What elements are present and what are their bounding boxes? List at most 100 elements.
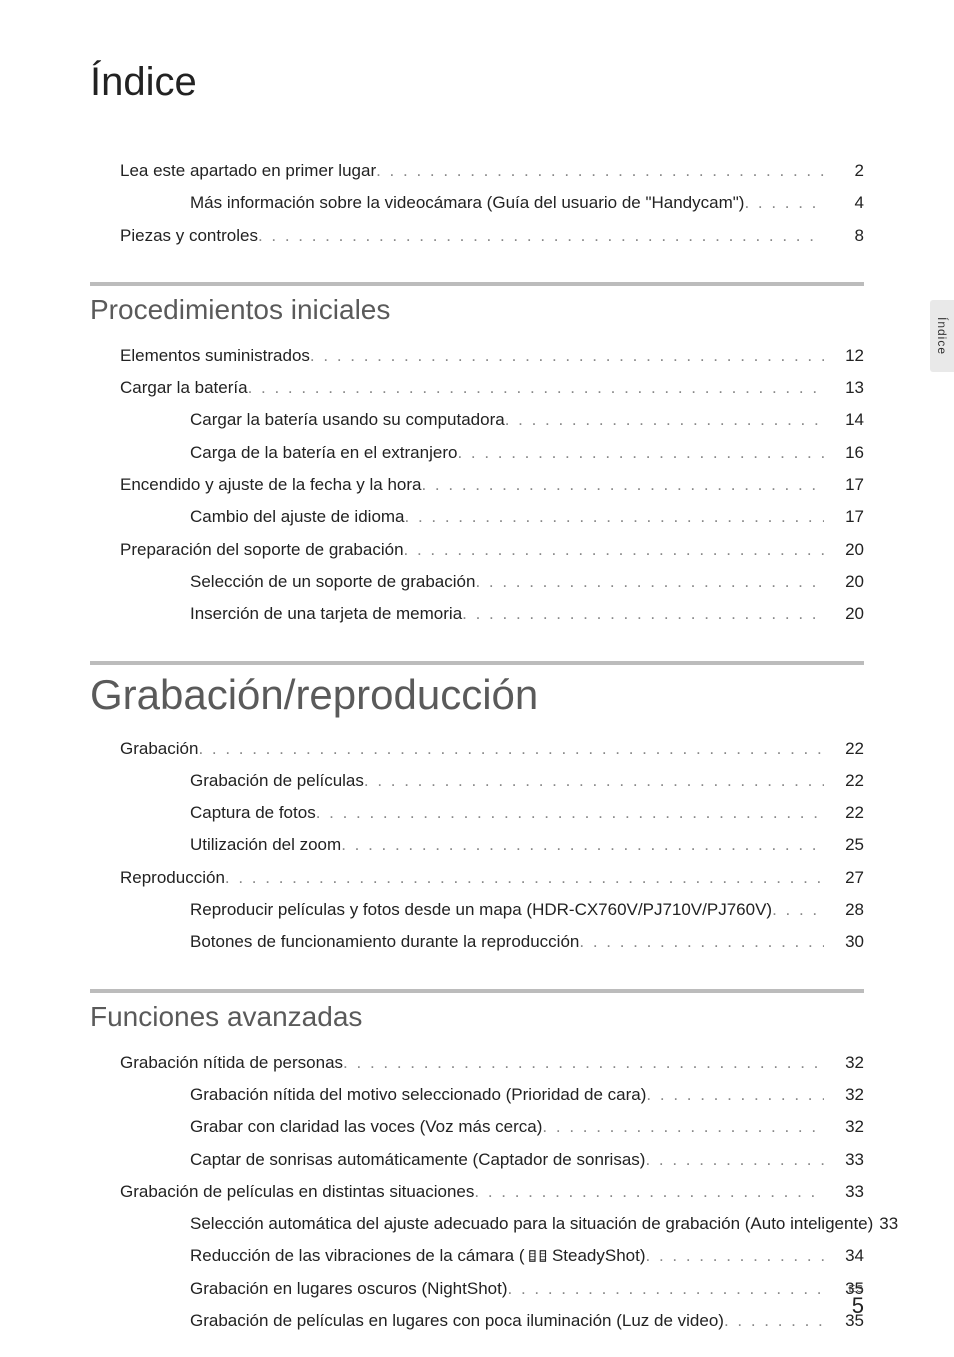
- toc-label: Captura de fotos: [190, 797, 316, 829]
- toc-row[interactable]: Cargar la batería usando su computadora …: [90, 404, 864, 436]
- toc-label: Reproducción: [120, 862, 225, 894]
- toc-label: Grabación de películas en distintas situ…: [120, 1176, 474, 1208]
- toc-page: 16: [824, 437, 864, 469]
- toc-label: Grabación de películas: [190, 765, 364, 797]
- toc-row[interactable]: Lea este apartado en primer lugar 2: [90, 155, 864, 187]
- toc-page: 25: [824, 829, 864, 861]
- steadyshot-icon: [529, 1250, 547, 1262]
- toc-row[interactable]: Selección automática del ajuste adecuado…: [90, 1208, 864, 1240]
- toc-page: 30: [824, 926, 864, 958]
- page-title: Índice: [90, 60, 864, 105]
- toc-leader: [316, 797, 824, 829]
- toc-row[interactable]: Preparación del soporte de grabación 20: [90, 534, 864, 566]
- section-heading: Procedimientos iniciales: [90, 282, 864, 326]
- toc-row[interactable]: Grabar con claridad las voces (Voz más c…: [90, 1111, 864, 1143]
- toc-leader: [772, 894, 824, 926]
- toc-leader: [421, 469, 824, 501]
- toc-label: Grabar con claridad las voces (Voz más c…: [190, 1111, 542, 1143]
- toc-row[interactable]: Cambio del ajuste de idioma 17: [90, 501, 864, 533]
- toc-label: Captar de sonrisas automáticamente (Capt…: [190, 1144, 645, 1176]
- toc-leader: [364, 765, 824, 797]
- toc-row[interactable]: Inserción de una tarjeta de memoria 20: [90, 598, 864, 630]
- toc-row[interactable]: Grabación de películas 22: [90, 765, 864, 797]
- toc-leader: [744, 187, 824, 219]
- toc-label: Selección automática del ajuste adecuado…: [190, 1208, 873, 1240]
- toc-label: Utilización del zoom: [190, 829, 341, 861]
- toc-leader: [225, 862, 824, 894]
- toc-row[interactable]: Grabación nítida de personas 32: [90, 1047, 864, 1079]
- toc-row[interactable]: Reproducción 27: [90, 862, 864, 894]
- toc-row[interactable]: Más información sobre la videocámara (Gu…: [90, 187, 864, 219]
- toc-row[interactable]: Reducción de las vibraciones de la cámar…: [90, 1240, 864, 1272]
- toc-label: Cargar la batería usando su computadora: [190, 404, 505, 436]
- toc-page: 32: [824, 1111, 864, 1143]
- toc-label: Lea este apartado en primer lugar: [120, 155, 376, 187]
- toc-row[interactable]: Grabación en lugares oscuros (NightShot)…: [90, 1273, 864, 1305]
- toc-label: Reproducir películas y fotos desde un ma…: [190, 894, 772, 926]
- toc-label: Reducción de las vibraciones de la cámar…: [190, 1240, 646, 1272]
- footer-page-number: 5: [849, 1295, 864, 1317]
- toc-row[interactable]: Cargar la batería 13: [90, 372, 864, 404]
- toc-leader: [579, 926, 824, 958]
- toc-leader: [341, 829, 824, 861]
- toc-label: Grabación de películas en lugares con po…: [190, 1305, 724, 1337]
- toc-row[interactable]: Grabación nítida del motivo seleccionado…: [90, 1079, 864, 1111]
- toc-label: Grabación en lugares oscuros (NightShot): [190, 1273, 508, 1305]
- toc-leader: [310, 340, 824, 372]
- toc-page: 33: [824, 1176, 864, 1208]
- toc-page: 4: [824, 187, 864, 219]
- toc-row[interactable]: Utilización del zoom 25: [90, 829, 864, 861]
- toc-section-block: Grabación nítida de personas 32Grabación…: [90, 1047, 864, 1338]
- toc-row[interactable]: Piezas y controles 8: [90, 220, 864, 252]
- toc-page: 33: [873, 1208, 898, 1240]
- page: Índice Lea este apartado en primer lugar…: [0, 0, 954, 1357]
- toc-page: 22: [824, 765, 864, 797]
- toc-row[interactable]: Grabación de películas en lugares con po…: [90, 1305, 864, 1337]
- toc-intro: Lea este apartado en primer lugar 2Más i…: [90, 155, 864, 252]
- toc-label: Preparación del soporte de grabación: [120, 534, 404, 566]
- toc-page: 20: [824, 598, 864, 630]
- toc-page: 28: [824, 894, 864, 926]
- toc-row[interactable]: Captura de fotos 22: [90, 797, 864, 829]
- toc-label: Cargar la batería: [120, 372, 248, 404]
- section-heading: Grabación/reproducción: [90, 661, 864, 719]
- toc-page: 14: [824, 404, 864, 436]
- toc-label: Inserción de una tarjeta de memoria: [190, 598, 462, 630]
- toc-row[interactable]: Encendido y ajuste de la fecha y la hora…: [90, 469, 864, 501]
- toc-row[interactable]: Elementos suministrados 12: [90, 340, 864, 372]
- toc-leader: [474, 1176, 824, 1208]
- toc-leader: [724, 1305, 824, 1337]
- toc-leader: [404, 534, 824, 566]
- toc-row[interactable]: Botones de funcionamiento durante la rep…: [90, 926, 864, 958]
- toc-label: Carga de la batería en el extranjero: [190, 437, 457, 469]
- toc-row[interactable]: Selección de un soporte de grabación 20: [90, 566, 864, 598]
- toc-page: 22: [824, 733, 864, 765]
- toc-label: Botones de funcionamiento durante la rep…: [190, 926, 579, 958]
- toc-leader: [646, 1079, 824, 1111]
- toc-row[interactable]: Captar de sonrisas automáticamente (Capt…: [90, 1144, 864, 1176]
- toc-page: 17: [824, 469, 864, 501]
- toc-row[interactable]: Grabación 22: [90, 733, 864, 765]
- toc-page: 34: [824, 1240, 864, 1272]
- toc-page: 32: [824, 1079, 864, 1111]
- toc-page: 12: [824, 340, 864, 372]
- toc-row[interactable]: Reproducir películas y fotos desde un ma…: [90, 894, 864, 926]
- toc-page: 13: [824, 372, 864, 404]
- toc-page: 2: [824, 155, 864, 187]
- toc-page: 22: [824, 797, 864, 829]
- toc-label: Grabación: [120, 733, 198, 765]
- toc-page: 32: [824, 1047, 864, 1079]
- toc-row[interactable]: Grabación de películas en distintas situ…: [90, 1176, 864, 1208]
- toc-leader: [646, 1240, 824, 1272]
- toc-page: 33: [824, 1144, 864, 1176]
- toc-leader: [462, 598, 824, 630]
- toc-leader: [508, 1273, 825, 1305]
- toc-page: 27: [824, 862, 864, 894]
- side-tab-label: Índice: [935, 317, 949, 355]
- toc-page: 8: [824, 220, 864, 252]
- toc-leader: [645, 1144, 824, 1176]
- toc-leader: [457, 437, 824, 469]
- toc-leader: [343, 1047, 824, 1079]
- toc-row[interactable]: Carga de la batería en el extranjero 16: [90, 437, 864, 469]
- toc-section-block: Grabación 22Grabación de películas 22Cap…: [90, 733, 864, 959]
